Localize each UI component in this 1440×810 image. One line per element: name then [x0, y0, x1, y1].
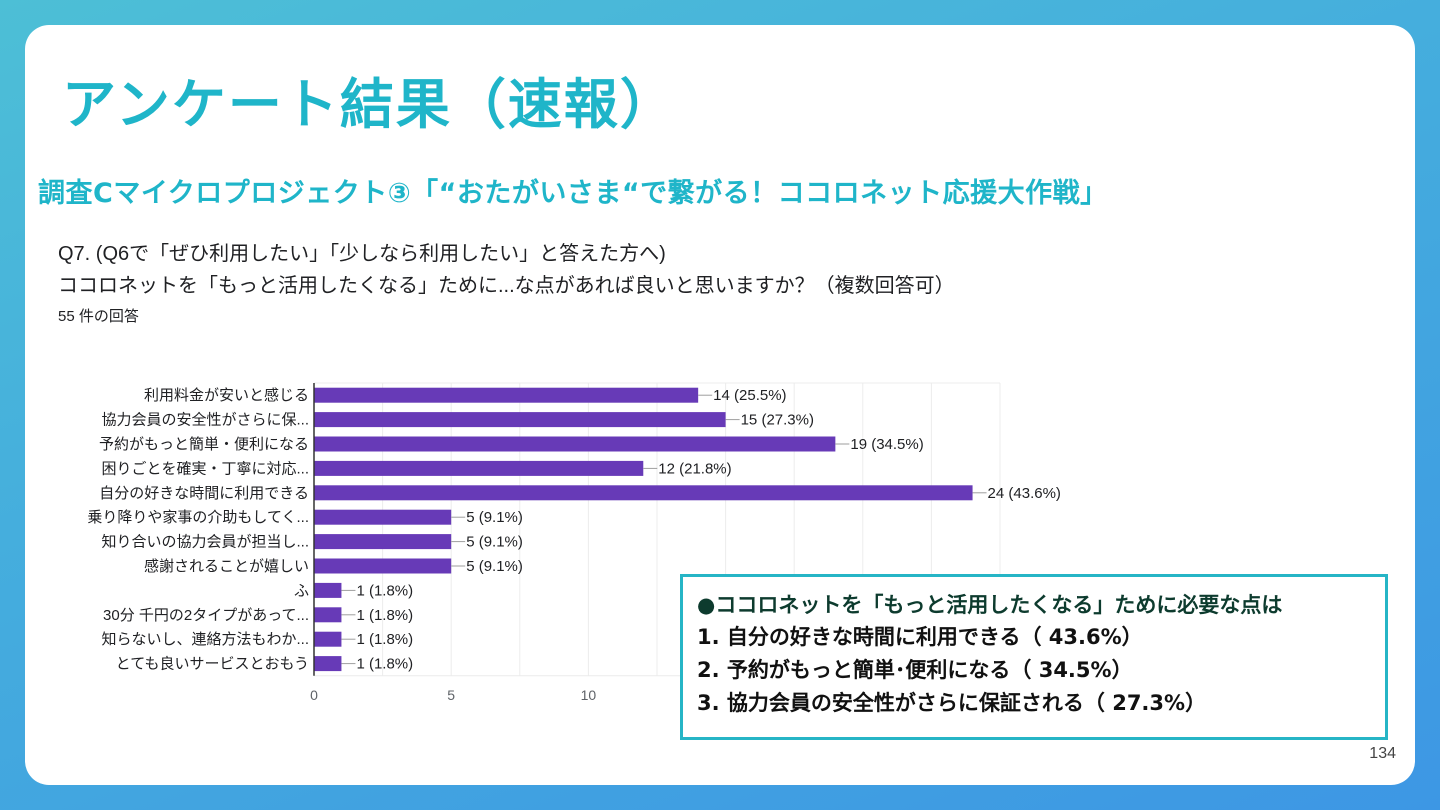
slide-subtitle: 調査Cマイクロプロジェクト③「“おたがいさま“で繋がる！ココロネット応援大作戦」	[38, 178, 1108, 209]
summary-item-1: 1. 自分の好きな時間に利用できる（ 43.6%）	[697, 625, 1143, 649]
response-count: 55 件の回答	[58, 308, 139, 325]
summary-item-2: 2. 予約がもっと簡単･便利になる（ 34.5%）	[697, 658, 1133, 682]
slide-title: アンケート結果（速報）	[62, 73, 676, 136]
question-block: Q7. (Q6で「ぜひ利用したい」「少しなら利用したい」と答えた方へ) ココロネ…	[58, 238, 955, 330]
summary-heading: ●ココロネットを「もっと活用したくなる」ために必要な点は	[697, 593, 1283, 617]
summary-item-3: 3. 協力会員の安全性がさらに保証される（ 27.3%）	[697, 691, 1207, 715]
summary-box: ●ココロネットを「もっと活用したくなる」ために必要な点は 1. 自分の好きな時間…	[680, 574, 1388, 740]
question-line-1: Q7. (Q6で「ぜひ利用したい」「少しなら利用したい」と答えた方へ)	[58, 243, 666, 265]
question-line-2: ココロネットを「もっと活用したくなる」ために...な点があれば良いと思いますか？…	[58, 275, 955, 297]
page-number: 134	[1369, 745, 1396, 762]
